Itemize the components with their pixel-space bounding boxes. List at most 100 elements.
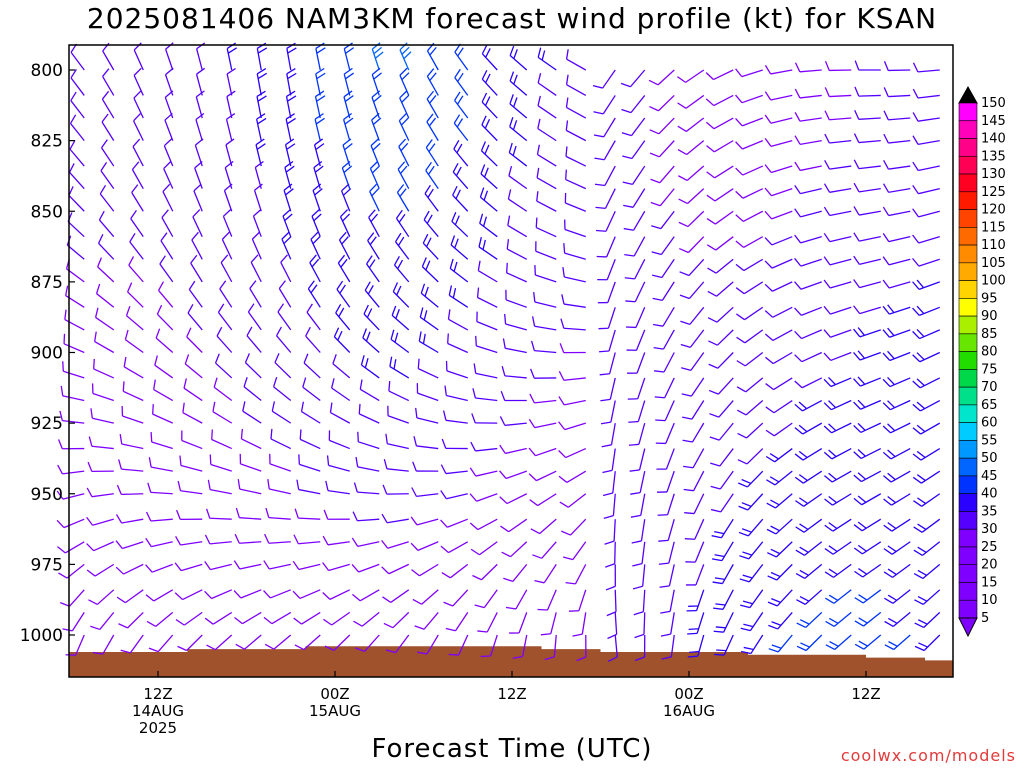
barb-shaft [800,258,822,267]
wind-barb [558,421,586,431]
barb-flag [370,138,379,147]
wind-barb [411,487,439,498]
wind-barb [537,73,557,96]
barb-flag [649,152,660,158]
barb-shaft [506,248,528,260]
barb-shaft [521,634,528,657]
wind-barb [626,329,646,351]
wind-barb [196,42,206,71]
barb-shaft [368,217,380,237]
barb-shaft [226,96,233,119]
colorbar-swatch [958,209,978,228]
barb-flag [343,165,353,173]
wind-barb [226,67,236,96]
barb-shaft [448,541,469,554]
barb-flag [263,590,271,599]
barb-shaft [423,611,439,630]
barb-shaft [241,438,262,450]
wind-barb [794,112,822,122]
barb-shaft [416,417,439,424]
barb-shaft [280,261,292,283]
barb-flag [509,117,514,127]
barb-flag [794,403,803,412]
barb-flag [916,352,925,361]
barb-flag [424,286,429,297]
barb-flag [912,185,919,195]
wind-barb [499,493,528,505]
wind-barb [362,328,380,353]
wind-barb [195,112,205,141]
wind-barb [351,563,380,573]
barb-shaft [829,210,852,217]
barb-flag [177,645,187,652]
barb-shaft [830,399,852,411]
barb-flag [477,260,481,271]
wind-barb [794,281,822,290]
barb-shaft [449,268,469,283]
wind-barb [441,563,469,579]
wind-barb [883,160,911,170]
barb-flag [427,188,434,198]
wind-barb [536,144,557,167]
barb-flag [499,496,508,505]
barb-flag [534,580,545,584]
barb-shaft [99,611,115,630]
wind-barb [92,634,115,655]
wind-barb [205,508,232,520]
wind-barb [129,232,144,260]
barb-flag [426,113,434,123]
colorbar-swatch [958,298,978,317]
colorbar-label: 140 [981,132,1006,147]
barb-flag [912,330,920,340]
barb-flag [224,183,233,191]
barb-shaft [891,518,911,532]
wind-barb [853,305,881,315]
barb-flag [381,513,388,524]
barb-flag [607,656,618,662]
barb-flag [853,305,861,315]
barb-shaft [367,240,380,260]
barb-shaft [286,73,292,96]
wind-barb [204,611,233,625]
barb-flag [475,335,477,346]
barb-flag [825,644,835,651]
barb-flag [768,648,779,653]
barb-shaft [476,345,498,354]
barb-shaft [693,470,705,491]
barb-shaft [420,292,439,308]
barb-shaft [183,387,203,402]
wind-barb [509,45,528,71]
wind-barb [706,188,734,202]
wind-barb [333,327,351,353]
wind-barb [678,188,705,205]
barb-flag [338,307,345,318]
barb-shaft [799,69,822,73]
wind-barb [128,256,144,283]
barb-flag [93,358,95,369]
wind-barb [440,541,469,554]
barb-shaft [694,541,705,563]
wind-barb [119,434,144,450]
wind-barb [381,539,409,549]
y-tick-label: 925 [31,414,63,434]
colorbar-label: 110 [981,238,1006,253]
wind-barb [70,69,85,96]
barb-flag [829,617,839,624]
barb-shaft [69,589,85,607]
barb-shaft [723,612,734,633]
wind-barb [599,352,616,376]
barb-flag [282,208,291,217]
barb-flag [478,237,482,248]
barb-flag [593,134,604,138]
wind-barb [306,303,321,331]
barb-flag [314,188,323,196]
barb-flag [560,318,565,329]
colorbar-swatch [958,599,978,619]
wind-barb [93,358,115,379]
barb-flag [399,42,408,51]
wind-barb [656,448,675,470]
barb-flag [537,95,541,106]
barb-flag [829,641,839,647]
barb-flag [594,157,605,161]
barb-flag [302,377,307,388]
